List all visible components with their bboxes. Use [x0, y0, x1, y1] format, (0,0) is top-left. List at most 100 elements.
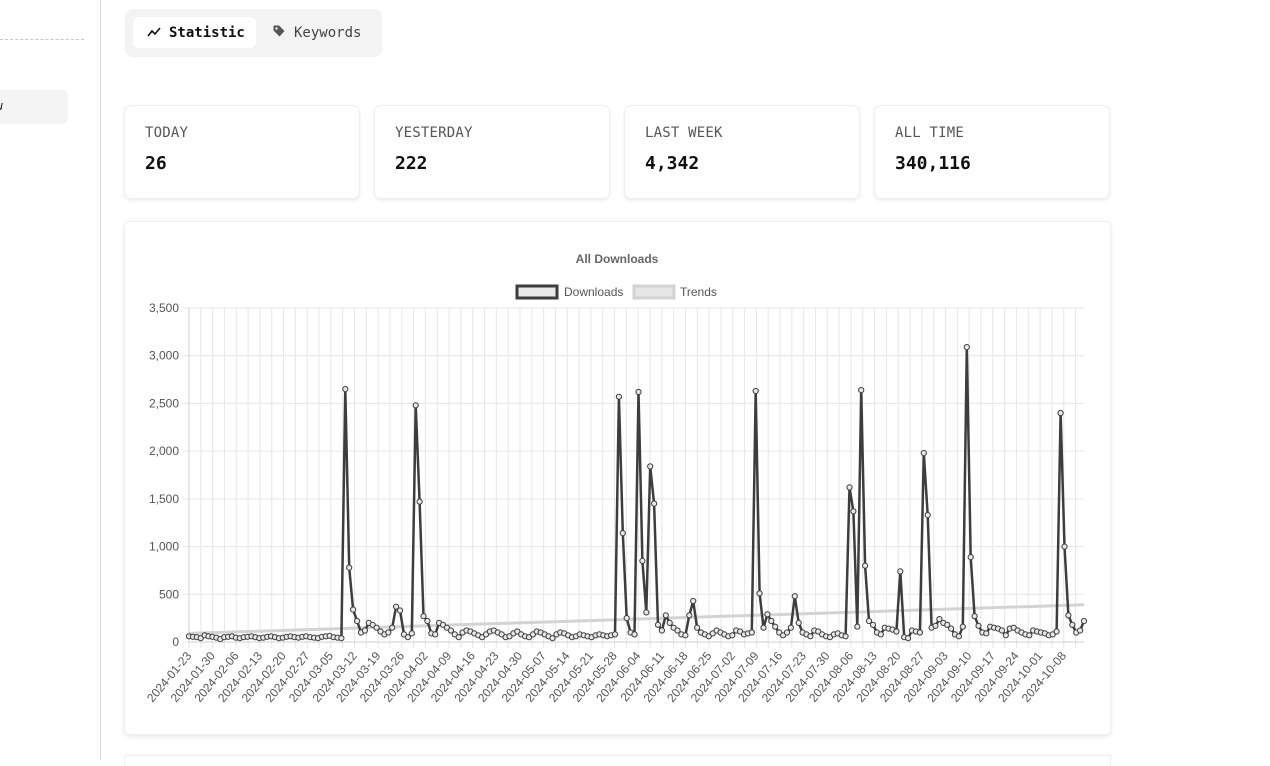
downloads-point [971, 613, 978, 620]
tab-statistic[interactable]: Statistic [133, 17, 256, 48]
downloads-point [865, 617, 873, 625]
downloads-point [619, 530, 626, 537]
downloads-point [869, 621, 877, 628]
downloads-point [420, 613, 427, 620]
downloads-point [635, 388, 642, 396]
trend-line-icon [147, 25, 161, 41]
stat-label: ALL TIME [895, 125, 965, 141]
stat-label: YESTERDAY [395, 125, 473, 141]
downloads-point [1065, 612, 1072, 619]
downloads-point [897, 568, 904, 575]
downloads-point [393, 603, 400, 610]
sidebar-item-label: u [0, 99, 3, 113]
downloads-point [862, 562, 869, 569]
stat-value: 26 [145, 153, 167, 174]
chart-legend: Downloads Trends [515, 284, 717, 300]
downloads-point [647, 463, 654, 470]
chart-grid [183, 307, 1084, 648]
downloads-point [662, 612, 669, 619]
downloads-point [905, 635, 912, 642]
downloads-point [1069, 621, 1076, 628]
downloads-point [967, 554, 974, 561]
downloads-point [658, 627, 666, 634]
downloads-point [748, 629, 755, 636]
chart-series [185, 344, 1088, 643]
downloads-point [396, 607, 404, 614]
tag-icon [272, 24, 286, 42]
y-tick-label: 1,500 [149, 492, 179, 506]
y-tick-label: 2,500 [149, 396, 179, 410]
downloads-point [694, 624, 701, 631]
downloads-point [783, 629, 791, 636]
downloads-point [361, 627, 368, 634]
downloads-point [975, 622, 982, 629]
downloads-point [944, 621, 951, 628]
legend-swatch-downloads [515, 284, 559, 300]
downloads-point [447, 627, 454, 634]
trend-line [188, 603, 1085, 635]
downloads-point [1053, 628, 1060, 635]
tab-label: Statistic [169, 24, 245, 41]
downloads-point [920, 450, 927, 457]
downloads-point [1026, 632, 1033, 639]
downloads-point [768, 617, 775, 625]
downloads-point [666, 619, 673, 626]
downloads-point [936, 616, 943, 623]
y-tick-label: 500 [159, 587, 179, 601]
downloads-point [854, 623, 861, 630]
downloads-point [932, 622, 939, 629]
downloads-point [623, 615, 630, 622]
downloads-point [611, 631, 619, 638]
downloads-chart-panel: 0 500 1,000 1,500 2,000 2,500 3,000 3,500 2024-0… [125, 222, 1110, 734]
downloads-point [795, 619, 802, 626]
stat-card-yesterday: YESTERDAY 222 [375, 106, 609, 198]
downloads-point [654, 621, 662, 628]
tab-keywords[interactable]: Keywords [266, 17, 376, 48]
downloads-point [963, 344, 970, 351]
downloads-point [998, 627, 1006, 634]
legend-label-downloads: Downloads [564, 285, 623, 299]
downloads-point [729, 632, 736, 639]
downloads-point [424, 617, 431, 625]
downloads-point [1061, 543, 1068, 550]
downloads-point [764, 611, 771, 618]
downloads-point [983, 630, 990, 637]
downloads-point [690, 597, 697, 605]
y-tick-label: 3,500 [149, 301, 179, 315]
downloads-point [1002, 632, 1009, 639]
downloads-point [416, 498, 423, 505]
downloads-point [412, 402, 419, 409]
downloads-point [787, 624, 795, 631]
downloads-point [842, 633, 849, 640]
legend-label-trends: Trends [680, 285, 717, 299]
stat-card-today: TODAY 26 [125, 106, 359, 198]
downloads-point [404, 634, 411, 641]
downloads-point [924, 512, 931, 519]
next-panel [125, 756, 1110, 766]
downloads-point [342, 386, 349, 393]
downloads-point [846, 484, 853, 491]
y-tick-label: 0 [172, 635, 179, 649]
stat-value: 340,116 [895, 153, 971, 174]
sidebar-item-active[interactable]: u [0, 90, 68, 124]
y-tick-label: 1,000 [149, 540, 179, 554]
tab-label: Keywords [294, 24, 362, 41]
downloads-point [615, 393, 622, 400]
sidebar: u [0, 0, 101, 760]
stat-value: 222 [395, 153, 428, 174]
downloads-point [354, 617, 361, 625]
downloads-point [385, 629, 392, 636]
downloads-point [955, 633, 963, 640]
downloads-point [408, 630, 415, 637]
downloads-point [893, 628, 900, 635]
chart-title: All Downloads [576, 252, 659, 266]
stat-value: 4,342 [645, 153, 700, 174]
downloads-point [1077, 627, 1084, 634]
chart-axes: 05001,0001,5002,0002,5003,0003,5002024-0… [144, 301, 1084, 705]
downloads-point [338, 635, 345, 642]
downloads-point [639, 557, 646, 564]
y-tick-label: 3,000 [149, 349, 179, 363]
downloads-point [760, 624, 767, 631]
downloads-point [1080, 617, 1088, 625]
downloads-point [631, 631, 638, 638]
